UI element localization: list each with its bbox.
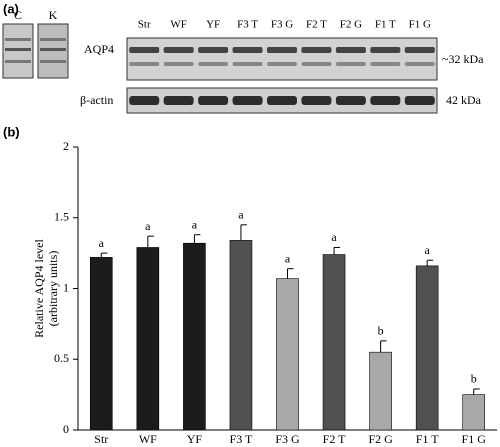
blot-band [5,60,31,63]
blot-band [198,96,229,105]
blot-band [335,62,366,66]
blot-band [335,47,366,53]
size-label: 42 kDa [446,93,482,107]
blot-band [370,62,401,66]
significance-letter: b [378,324,384,338]
inset-label: K [49,8,58,22]
lane-label: WF [170,19,187,31]
blot-band [129,96,160,105]
blot-band [5,38,31,41]
blot-band [335,96,366,105]
panel-label: (b) [3,124,20,139]
x-tick-label: F1 G [462,432,487,446]
protein-label: β-actin [80,93,113,107]
bar [322,254,346,431]
blot-band [267,62,297,66]
protein-label: AQP4 [84,42,114,56]
blot-band [301,47,332,53]
blot-aqp4 [126,37,438,81]
significance-letter: a [425,243,431,257]
panel-label: (a) [3,1,19,16]
inset-label: C [14,8,22,22]
x-tick-label: Str [94,432,108,446]
bar [369,351,392,431]
size-label: ~32 kDa [442,52,484,66]
blot-band [40,60,66,63]
blot-band [40,38,66,41]
y-axis-label: Relative AQP4 level [32,239,46,338]
x-tick-label: YF [187,432,203,446]
x-tick-label: F2 T [323,432,346,446]
lane-label: F1 T [375,19,396,31]
significance-letter: a [285,251,291,265]
significance-letter: b [471,372,477,386]
bar [136,247,160,431]
blot-band [404,62,435,66]
blot-band [404,96,435,105]
x-tick-label: F2 G [368,432,393,446]
x-tick-label: F3 T [230,432,253,446]
blot-band [232,47,263,53]
significance-letter: a [192,217,198,231]
blot-band [232,62,263,66]
blot-band [163,47,194,53]
blot-band [370,47,401,53]
x-tick-label: WF [139,432,157,446]
y-tick-label: 0.5 [54,351,69,365]
significance-letter: a [145,219,151,233]
blot-band [198,62,229,66]
significance-letter: a [238,208,244,222]
x-tick-label: F3 G [275,432,300,446]
lane-label: F2 T [306,19,327,31]
blot-band [163,62,194,66]
blot-band [129,62,160,66]
bar [462,394,486,431]
blot-band [163,96,194,105]
blot-band [301,62,332,66]
lane-label: YF [206,19,220,31]
blot-band [267,96,297,105]
bar [229,240,253,431]
lane-label: F3 G [271,19,293,31]
lane-label: Str [138,19,151,31]
significance-letter: a [99,236,105,250]
lane-label: F1 G [409,19,431,31]
blot-band [129,47,160,53]
blot-band [404,47,435,53]
bar [415,265,439,431]
bar [276,278,299,431]
y-tick-label: 1 [63,280,69,294]
y-tick-label: 2 [63,139,69,153]
blot-band [301,96,332,105]
y-tick-label: 0 [63,422,69,436]
x-tick-label: F1 T [416,432,439,446]
blot-band [40,48,66,51]
y-axis-label: (arbitrary units) [46,251,60,327]
lane-label: F2 G [340,19,362,31]
significance-letter: a [331,230,337,244]
blot-band [232,96,263,105]
y-tick-label: 1.5 [54,210,69,224]
blot-band [370,96,401,105]
blot-band [198,47,229,53]
blot-band [5,48,31,51]
bar [183,242,206,431]
lane-label: F3 T [237,19,258,31]
bar [89,257,113,431]
blot-band [267,47,297,53]
